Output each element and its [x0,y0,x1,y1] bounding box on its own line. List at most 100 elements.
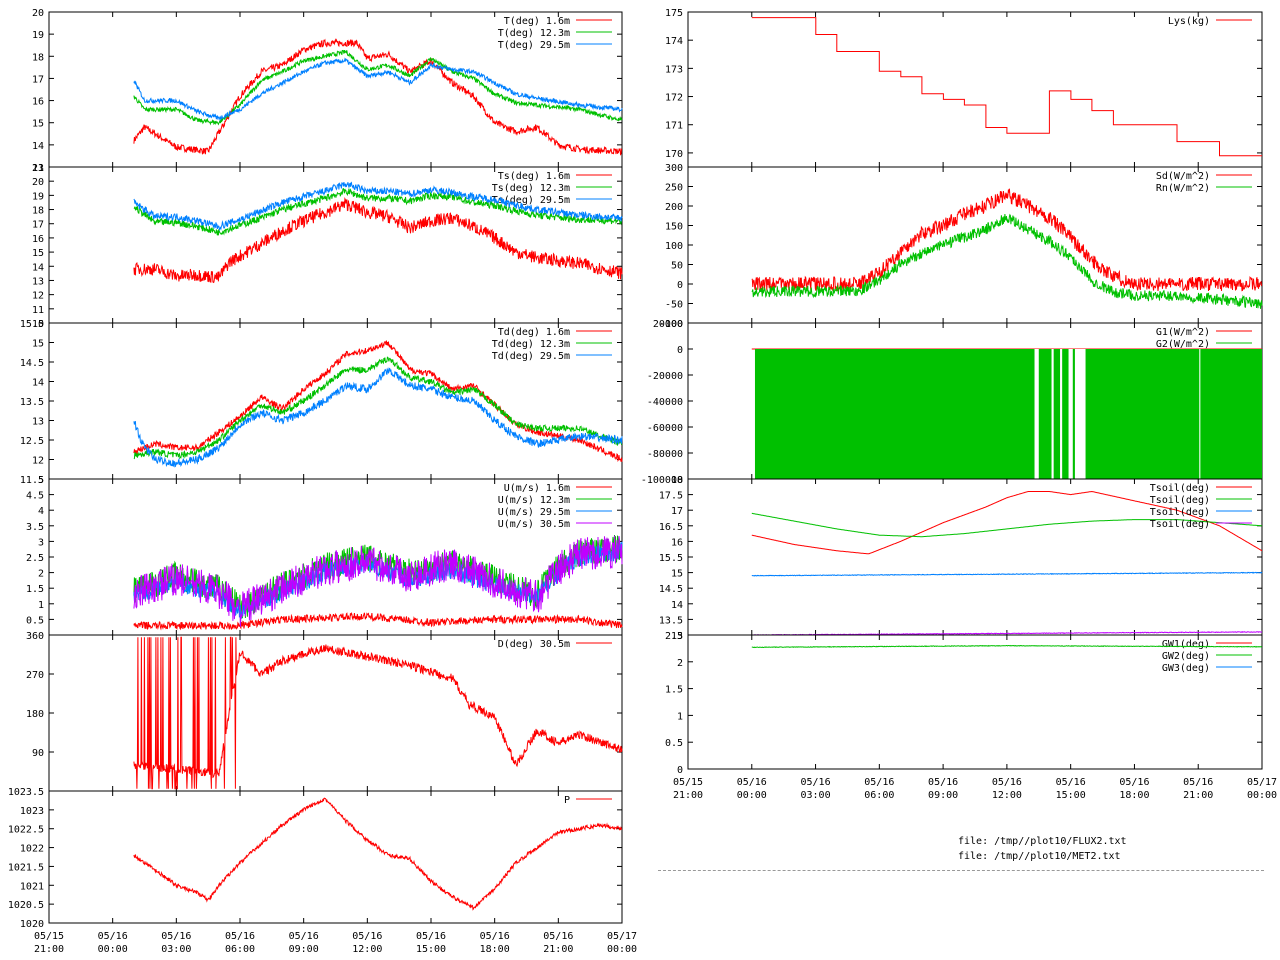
y-tick-label-ts: 12 [32,291,44,302]
x-tick-label-date: 05/16 [161,931,191,942]
x-tick-label-date: 05/15 [34,931,64,942]
x-tick-label-date: 05/16 [1183,777,1213,788]
g2-gap [1074,349,1086,479]
g2-gap [1068,349,1073,479]
legend-label-t: T(deg) 12.3m [498,28,570,39]
legend-label-t: T(deg) 29.5m [498,40,570,51]
x-tick-label-date: 05/16 [1119,777,1149,788]
plot-frame-p [48,790,623,924]
y-tick-label-lys: 171 [665,121,683,132]
y-tick-label-p: 1020 [20,919,44,930]
y-tick-label-gw: 0.5 [665,738,683,749]
x-tick-label-date: 05/16 [801,777,831,788]
y-tick-label-lys: 173 [665,64,683,75]
x-tick-label-date: 05/16 [480,931,510,942]
legend-label-td: Td(deg) 29.5m [492,351,570,362]
y-tick-label-t: 17 [32,74,44,85]
legend-label-gw: GW2(deg) [1162,651,1210,662]
legend-label-gw: GW1(deg) [1162,639,1210,650]
y-tick-label-lys: 174 [665,36,683,47]
y-tick-label-t: 18 [32,52,44,63]
y-tick-label-d: 90 [32,748,44,759]
y-tick-label-d: 270 [26,670,44,681]
y-tick-label-td: 11.5 [20,475,44,486]
y-tick-label-tsoil: 17 [671,506,683,517]
legend-label-sd: Sd(W/m^2) [1156,171,1210,182]
y-tick-label-g: 20000 [653,319,683,330]
x-tick-label-time: 06:00 [864,790,894,801]
y-tick-label-sd: 100 [665,241,683,252]
legend-label-tsoil: Tsoil(deg) [1150,507,1210,518]
x-tick-label-date: 05/16 [992,777,1022,788]
y-tick-label-ts: 13 [32,276,44,287]
y-tick-label-t: 20 [32,8,44,19]
y-tick-label-ts: 18 [32,206,44,217]
series-line-tsoil [751,512,1262,538]
y-tick-label-t: 16 [32,97,44,108]
x-tick-label-time: 09:00 [928,790,958,801]
y-tick-label-sd: 250 [665,183,683,194]
legend-label-p: P [564,795,570,806]
y-tick-label-tsoil: 13 [671,631,683,642]
y-tick-label-tsoil: 16.5 [659,522,683,533]
x-tick-label-time: 21:00 [673,790,703,801]
series-line-u [133,535,623,627]
series-line-td [133,340,623,463]
series-line-td [133,356,623,460]
y-tick-label-p: 1021 [20,881,44,892]
y-tick-label-td: 14.5 [20,358,44,369]
y-tick-label-p: 1022 [20,844,44,855]
y-tick-label-sd: 50 [671,261,683,272]
y-tick-label-tsoil: 17.5 [659,491,683,502]
x-tick-label-date: 05/16 [352,931,382,942]
y-tick-label-sd: 300 [665,163,683,174]
legend-label-lys: Lys(kg) [1168,16,1210,27]
y-tick-label-td: 14 [32,378,44,389]
y-tick-label-u: 1 [38,600,44,611]
x-tick-label-date: 05/16 [1056,777,1086,788]
y-tick-label-t: 13 [32,163,44,174]
x-tick-label-time: 21:00 [543,944,573,955]
legend-label-tsoil: Tsoil(deg) [1150,483,1210,494]
x-tick-label-date: 05/16 [737,777,767,788]
g2-gap [1060,349,1063,479]
legend-label-tsoil: Tsoil(deg) [1150,495,1210,506]
y-tick-label-ts: 14 [32,262,44,273]
y-tick-label-g: -20000 [647,371,683,382]
y-tick-label-g: 0 [677,345,683,356]
series-line-t [133,38,623,156]
series-line-p [133,797,623,911]
y-tick-label-tsoil: 15.5 [659,553,683,564]
y-tick-label-p: 1021.5 [8,862,44,873]
x-tick-label-date: 05/16 [543,931,573,942]
legend-label-tsoil: Tsoil(deg) [1150,519,1210,530]
y-tick-label-ts: 21 [32,163,44,174]
y-tick-label-t: 14 [32,141,44,152]
y-tick-label-sd: 200 [665,202,683,213]
y-tick-label-tsoil: 14.5 [659,584,683,595]
y-tick-label-td: 12 [32,456,44,467]
y-tick-label-tsoil: 18 [671,475,683,486]
x-tick-label-time: 00:00 [607,944,637,955]
y-tick-label-td: 13.5 [20,397,44,408]
x-tick-label-date: 05/16 [416,931,446,942]
y-tick-label-gw: 1 [677,711,683,722]
legend-label-ts: Ts(deg) 12.3m [492,183,570,194]
y-tick-label-p: 1023 [20,806,44,817]
plot-frame-lys [687,11,1263,168]
legend-label-ts: Ts(deg) 1.6m [498,171,570,182]
y-tick-label-u: 3.5 [26,522,44,533]
legend-label-td: Td(deg) 12.3m [492,339,570,350]
legend-label-td: Td(deg) 1.6m [498,327,570,338]
legend-label-u: U(m/s) 30.5m [498,519,570,530]
y-tick-label-tsoil: 13.5 [659,615,683,626]
series-line-ts [133,187,622,236]
g2-gap [1199,349,1201,479]
g2-gap [1051,349,1054,479]
legend-label-g: G1(W/m^2) [1156,327,1210,338]
y-tick-label-u: 4.5 [26,491,44,502]
y-tick-label-u: 2 [38,569,44,580]
y-tick-label-tsoil: 15 [671,569,683,580]
y-tick-label-t: 15 [32,119,44,130]
legend-label-gw: GW3(deg) [1162,663,1210,674]
